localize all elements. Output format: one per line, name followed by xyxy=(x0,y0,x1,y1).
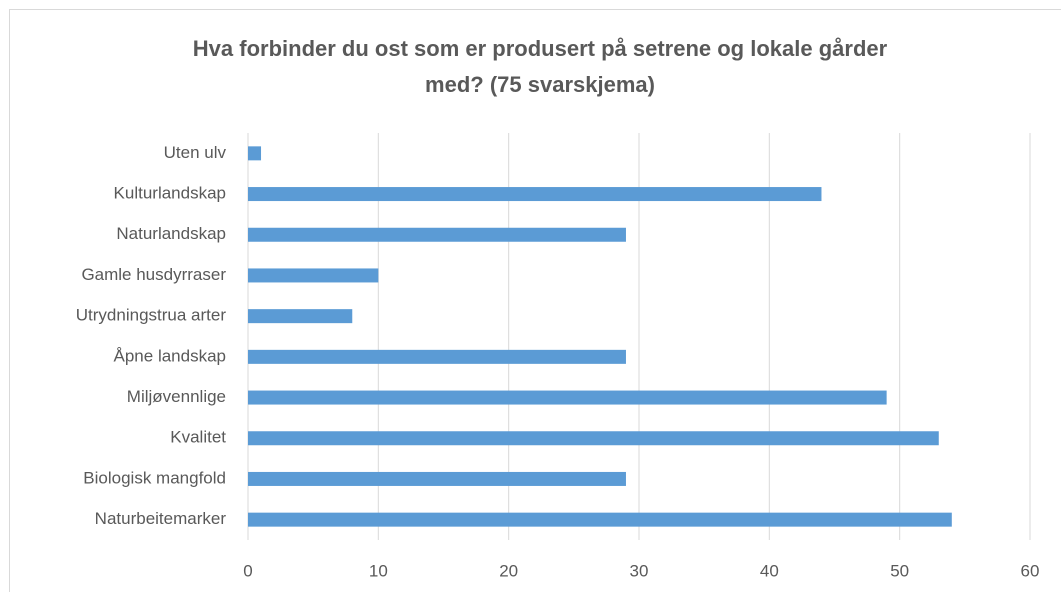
y-tick-label: Uten ulv xyxy=(164,143,227,162)
chart-frame xyxy=(10,10,1061,593)
bar xyxy=(248,391,887,405)
x-tick-label: 20 xyxy=(499,561,518,580)
bar xyxy=(248,350,626,364)
bar xyxy=(248,309,352,323)
y-tick-label: Naturbeitemarker xyxy=(95,509,227,528)
x-tick-label: 40 xyxy=(760,561,779,580)
x-tick-label: 30 xyxy=(630,561,649,580)
x-tick-label: 60 xyxy=(1021,561,1040,580)
bar xyxy=(248,228,626,242)
bar xyxy=(248,472,626,486)
y-tick-label: Kvalitet xyxy=(170,428,226,447)
bar xyxy=(248,146,261,160)
bar xyxy=(248,187,821,201)
bar xyxy=(248,268,378,282)
x-tick-label: 50 xyxy=(890,561,909,580)
y-tick-label: Gamle husdyrraser xyxy=(81,265,226,284)
chart-title: med? (75 svarskjema) xyxy=(425,72,655,97)
chart-title: Hva forbinder du ost som er produsert på… xyxy=(193,36,888,61)
y-tick-label: Utrydningstrua arter xyxy=(76,306,227,325)
bar xyxy=(248,513,952,527)
x-tick-label: 0 xyxy=(243,561,252,580)
y-tick-label: Åpne landskap xyxy=(114,346,226,365)
y-tick-label: Naturlandskap xyxy=(116,224,226,243)
y-tick-label: Kulturlandskap xyxy=(114,184,226,203)
y-tick-label: Biologisk mangfold xyxy=(83,468,226,487)
x-tick-label: 10 xyxy=(369,561,388,580)
bar xyxy=(248,431,939,445)
y-tick-label: Miljøvennlige xyxy=(127,387,226,406)
